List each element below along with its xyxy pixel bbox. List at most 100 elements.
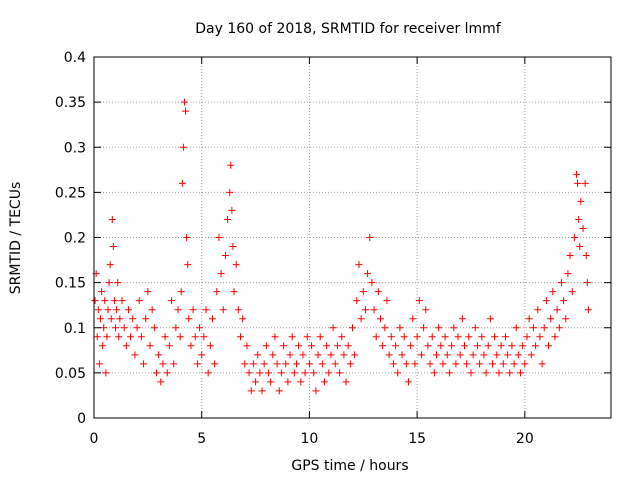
- data-point: [176, 333, 184, 341]
- data-point: [392, 342, 400, 350]
- data-point: [275, 387, 283, 395]
- data-point: [338, 333, 346, 341]
- data-point: [478, 333, 486, 341]
- data-point: [583, 279, 591, 287]
- data-point: [113, 306, 121, 314]
- data-point: [340, 351, 348, 359]
- data-point: [155, 351, 163, 359]
- data-point: [189, 306, 197, 314]
- x-tick-label: 5: [197, 431, 206, 447]
- data-point: [437, 342, 445, 350]
- data-point: [178, 179, 186, 187]
- data-point: [187, 342, 195, 350]
- data-point: [271, 333, 279, 341]
- data-point: [217, 270, 225, 278]
- data-point: [131, 351, 139, 359]
- data-point: [185, 315, 193, 323]
- data-point: [387, 333, 395, 341]
- data-point: [562, 315, 570, 323]
- data-point: [534, 306, 542, 314]
- data-point: [286, 351, 294, 359]
- data-point: [331, 360, 339, 368]
- data-point: [135, 297, 143, 305]
- data-point: [124, 306, 132, 314]
- data-point: [288, 333, 296, 341]
- data-point: [241, 360, 249, 368]
- data-point: [107, 315, 115, 323]
- data-point: [230, 288, 238, 296]
- data-point: [137, 333, 145, 341]
- data-point: [523, 333, 531, 341]
- data-point: [312, 387, 320, 395]
- data-point: [465, 333, 473, 341]
- data-point: [361, 306, 369, 314]
- data-point: [370, 306, 378, 314]
- data-point: [570, 234, 578, 241]
- data-point: [101, 297, 109, 305]
- data-point: [469, 351, 477, 359]
- data-point: [182, 107, 190, 115]
- data-point: [409, 315, 417, 323]
- data-point: [510, 360, 518, 368]
- data-point: [180, 98, 188, 106]
- y-tick-label: 0.25: [55, 185, 86, 201]
- data-point: [499, 360, 507, 368]
- data-point: [114, 279, 122, 287]
- data-point: [239, 315, 247, 323]
- data-point: [420, 324, 428, 332]
- data-point: [547, 315, 555, 323]
- data-point: [379, 342, 387, 350]
- data-point: [320, 378, 328, 386]
- data-point: [452, 360, 460, 368]
- data-point: [118, 297, 126, 305]
- data-point: [566, 252, 574, 260]
- data-point: [297, 378, 305, 386]
- data-point: [400, 333, 408, 341]
- data-point: [422, 306, 430, 314]
- data-point: [104, 306, 112, 314]
- data-point: [584, 306, 592, 314]
- data-point: [108, 215, 116, 223]
- data-point: [364, 270, 372, 278]
- data-point: [461, 342, 469, 350]
- data-point: [193, 360, 201, 368]
- data-point: [525, 315, 533, 323]
- data-points: [91, 98, 592, 395]
- data-point: [191, 333, 199, 341]
- y-tick-label: 0.1: [64, 321, 86, 337]
- data-point: [458, 315, 466, 323]
- data-point: [112, 324, 120, 332]
- data-point: [553, 306, 561, 314]
- data-point: [430, 369, 438, 377]
- data-point: [405, 378, 413, 386]
- data-point: [396, 324, 404, 332]
- data-point: [318, 360, 326, 368]
- data-point: [351, 351, 359, 359]
- data-point: [473, 342, 481, 350]
- data-point: [517, 369, 525, 377]
- data-point: [236, 333, 244, 341]
- data-point: [333, 342, 341, 350]
- data-point: [213, 288, 221, 296]
- data-point: [445, 369, 453, 377]
- data-point: [299, 351, 307, 359]
- data-point: [247, 387, 255, 395]
- y-tick-label: 0.05: [55, 366, 86, 382]
- data-point: [93, 333, 101, 341]
- data-point: [94, 306, 102, 314]
- data-point: [575, 215, 583, 223]
- data-point: [295, 342, 303, 350]
- x-tick-label: 15: [408, 431, 426, 447]
- data-point: [127, 333, 135, 341]
- data-point: [226, 188, 234, 196]
- data-point: [394, 369, 402, 377]
- data-point: [329, 324, 337, 332]
- data-point: [564, 270, 572, 278]
- data-point: [284, 378, 292, 386]
- data-point: [377, 315, 385, 323]
- data-point: [448, 342, 456, 350]
- data-point: [493, 351, 501, 359]
- data-point: [215, 234, 223, 241]
- data-point: [219, 306, 227, 314]
